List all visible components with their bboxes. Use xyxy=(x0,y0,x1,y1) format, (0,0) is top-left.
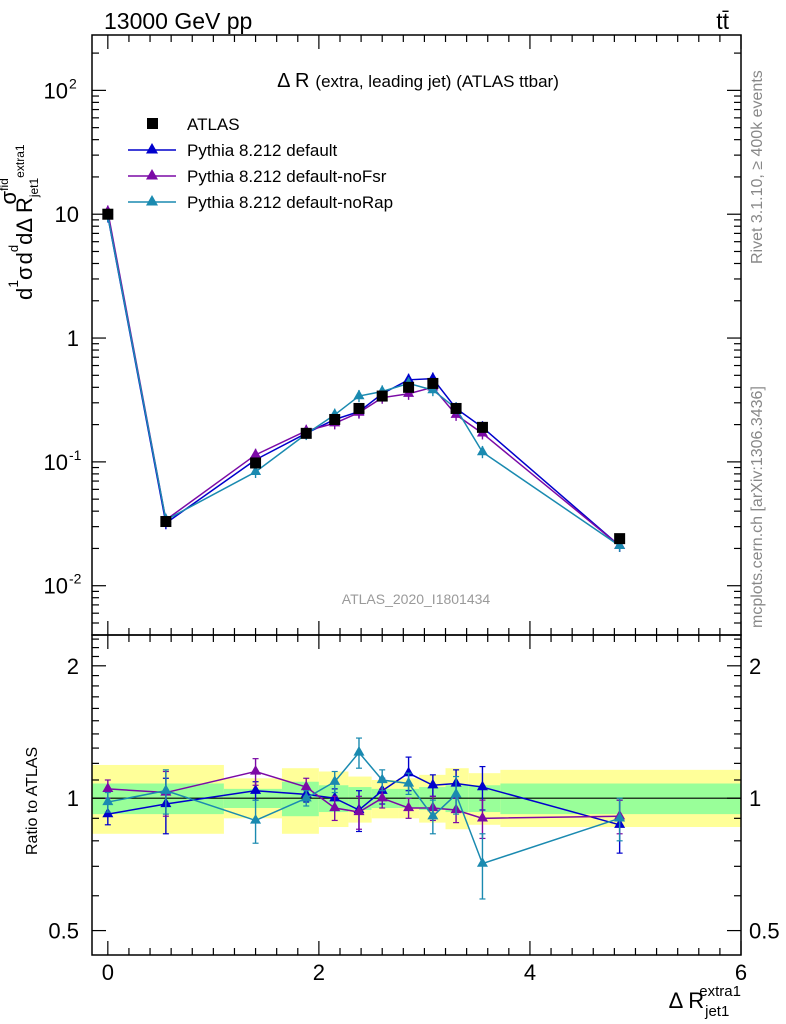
y-tick-label-base: 10 xyxy=(44,78,68,103)
ratio-marker xyxy=(427,809,439,820)
data-marker xyxy=(250,457,262,469)
ratio-marker xyxy=(329,801,341,812)
plot-title-rest: (extra, leading jet) (ATLAS ttbar) xyxy=(315,72,558,91)
mc-marker xyxy=(476,445,488,456)
ratio-marker xyxy=(250,764,262,775)
mcplots-label: mcplots.cern.ch [arXiv:1306.3436] xyxy=(749,386,766,628)
ratio-series-line xyxy=(107,772,620,826)
mc-marker xyxy=(250,448,262,458)
ratio-y-axis-label: Ratio to ATLAS xyxy=(24,747,41,855)
data-marker xyxy=(476,421,488,433)
y-tick-label: 10 -1 xyxy=(44,447,82,475)
data-marker xyxy=(614,533,626,545)
y-tick-label-base: 10 xyxy=(44,574,68,599)
ratio-marker xyxy=(450,787,462,798)
legend-item-mc: Pythia 8.212 default-noFsr xyxy=(128,167,387,186)
ratio-marker xyxy=(403,801,415,812)
ratio-marker xyxy=(250,784,262,794)
data-marker xyxy=(450,402,462,414)
legend-item-atlas: ATLAS xyxy=(147,115,240,134)
mc-series-line xyxy=(107,216,621,547)
x-tick-label: 6 xyxy=(735,960,747,985)
y-tick-label: 10 2 xyxy=(44,75,77,103)
ratio-marker xyxy=(476,780,488,791)
ratio-y-tick-label: 1 xyxy=(67,786,79,811)
mc-marker xyxy=(250,465,262,476)
legend-label: Pythia 8.212 default xyxy=(187,141,338,160)
x-tick-label: 0 xyxy=(102,960,114,985)
rivet-version-label: Rivet 3.1.10, ≥ 400k events xyxy=(749,70,766,264)
legend-label: Pythia 8.212 default-noRap xyxy=(187,193,393,212)
uncertainty-band-inner xyxy=(500,783,741,815)
ratio-marker xyxy=(376,773,388,784)
ratio-marker xyxy=(102,795,114,806)
y-tick-label-exp: -1 xyxy=(69,447,82,463)
uncertainty-band-inner xyxy=(281,781,319,817)
data-marker xyxy=(403,381,415,393)
y-tick-label-text: 1 xyxy=(67,326,79,351)
plot-title-main: Δ R xyxy=(277,70,309,92)
ratio-marker xyxy=(427,778,439,789)
y-tick-label-base: 10 xyxy=(44,450,68,475)
legend-item-mc: Pythia 8.212 default xyxy=(128,141,338,160)
legend-marker-triangle xyxy=(146,195,158,206)
mc-series-line xyxy=(107,211,621,547)
y-tick-label-text: 10 xyxy=(55,202,79,227)
legend-label: ATLAS xyxy=(187,115,240,134)
ratio-series-line xyxy=(107,751,620,865)
data-marker xyxy=(427,377,439,389)
data-marker xyxy=(160,516,172,528)
ratio-marker xyxy=(160,784,172,794)
y-tick-label: 1 xyxy=(67,326,79,351)
x-axis-label: Δ Rjet1extra1 xyxy=(669,983,741,1020)
plot-title: Δ R (extra, leading jet) (ATLAS ttbar) xyxy=(277,70,559,92)
data-marker xyxy=(353,402,365,414)
data-marker xyxy=(329,413,341,425)
ratio-panel: 0.5 0.5 1 1 2 2 0 2 4 6 Ratio to ATLAS Δ Rjet1extra… xyxy=(24,634,780,1020)
ratio-marker xyxy=(102,782,114,792)
header-right: tt̄ xyxy=(716,8,729,34)
ratio-y-tick-label-right: 2 xyxy=(749,654,761,679)
legend-item-mc: Pythia 8.212 default-noRap xyxy=(128,193,393,212)
data-marker xyxy=(300,427,312,439)
ratio-y-tick-label-right: 0.5 xyxy=(749,919,780,944)
ratio-marker xyxy=(376,791,388,802)
ratio-marker xyxy=(476,811,488,822)
mc-marker xyxy=(353,389,365,400)
ratio-marker xyxy=(300,780,312,791)
header-left: 13000 GeV pp xyxy=(104,8,252,34)
ratio-marker xyxy=(353,746,365,756)
legend-marker-triangle xyxy=(146,169,158,180)
main-y-axis-label: d1σdddΔ Rjet1extra1σfid xyxy=(0,144,41,300)
data-marker xyxy=(376,390,388,402)
legend-label: Pythia 8.212 default-noFsr xyxy=(187,167,387,186)
legend-marker-triangle xyxy=(146,143,158,154)
y-tick-label-exp: 2 xyxy=(69,75,77,91)
ratio-marker xyxy=(614,811,626,822)
ratio-marker xyxy=(353,805,365,816)
ratio-marker xyxy=(300,791,312,802)
analysis-watermark: ATLAS_2020_I1801434 xyxy=(342,591,491,607)
data-marker xyxy=(102,208,114,220)
y-tick-label-exp: -2 xyxy=(69,571,82,587)
mc-series-line xyxy=(107,215,621,547)
ratio-y-tick-label: 0.5 xyxy=(48,919,79,944)
y-tick-label: 10 -2 xyxy=(44,571,82,599)
legend-marker-square xyxy=(147,118,158,129)
ratio-y-tick-label-right: 1 xyxy=(749,786,761,811)
ratio-marker xyxy=(250,813,262,824)
ratio-marker xyxy=(403,766,415,777)
ratio-marker xyxy=(329,775,341,785)
ratio-y-tick-label: 2 xyxy=(67,654,79,679)
x-tick-label: 4 xyxy=(524,960,536,985)
ratio-marker xyxy=(476,857,488,867)
ratio-marker xyxy=(403,776,415,787)
x-tick-label: 2 xyxy=(313,960,325,985)
ratio-frame xyxy=(91,634,742,956)
y-tick-label: 10 xyxy=(55,202,79,227)
